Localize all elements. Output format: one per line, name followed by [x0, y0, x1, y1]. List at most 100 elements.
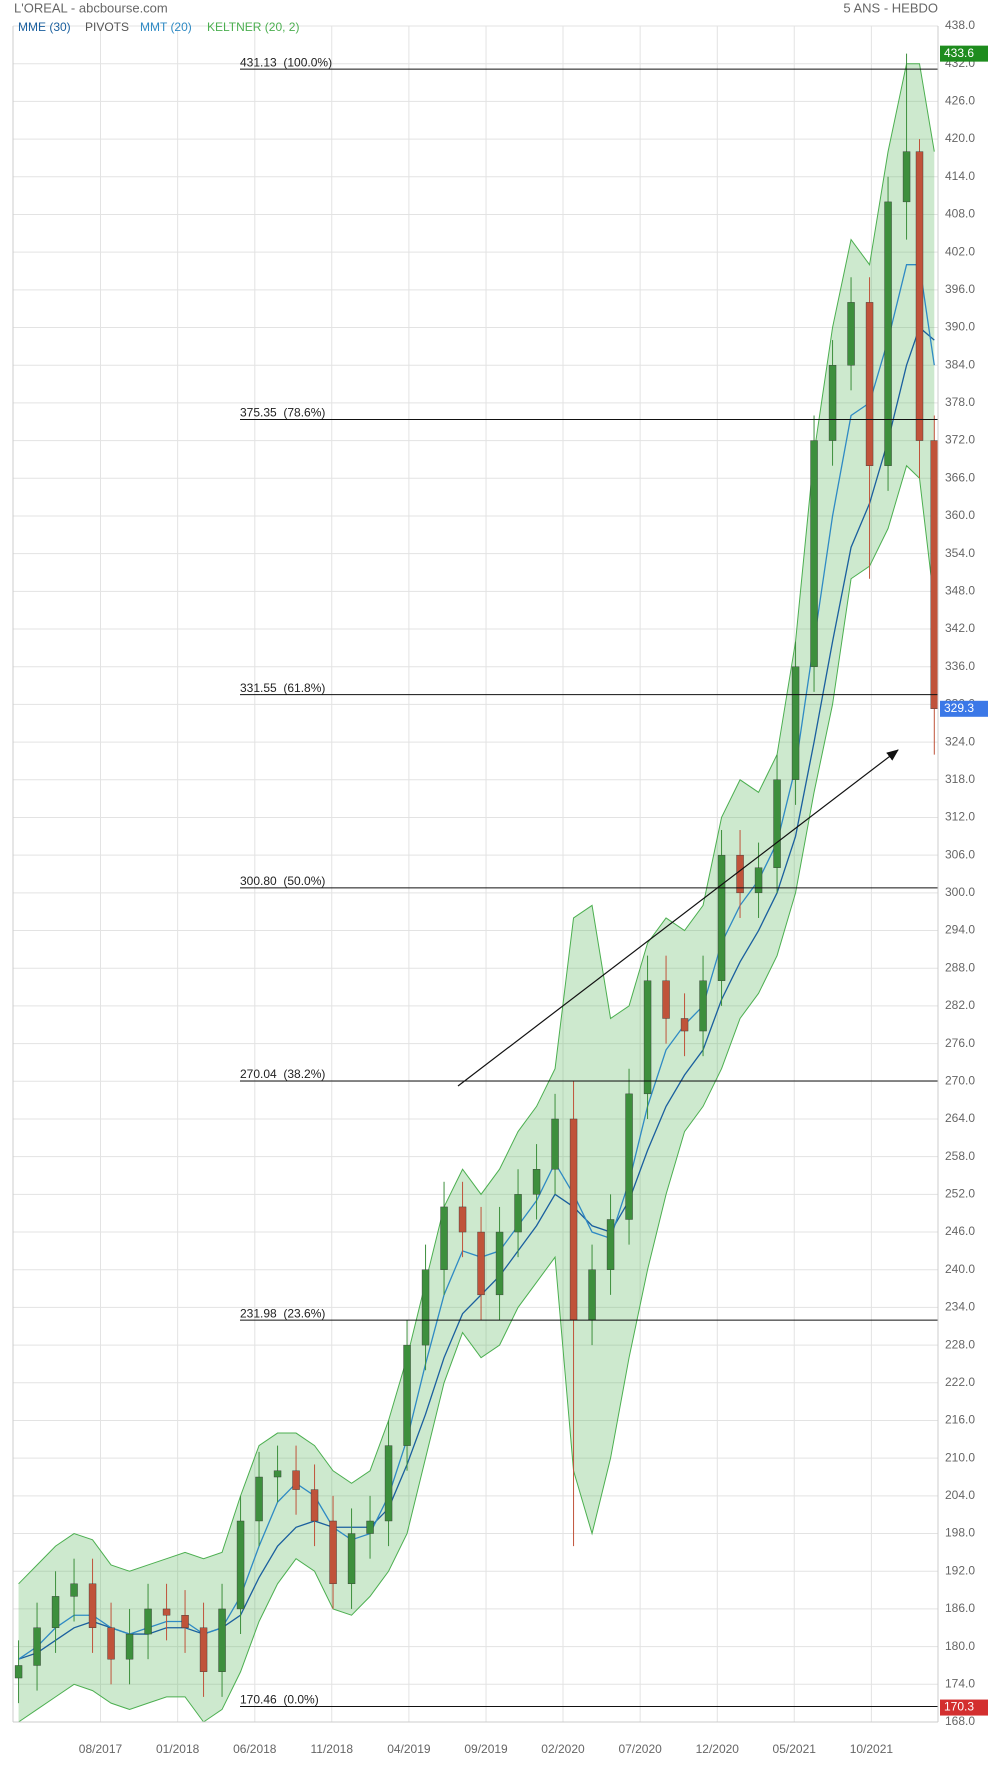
- y-tick-label: 300.0: [945, 885, 975, 899]
- fib-label: 270.04 (38.2%): [240, 1067, 325, 1081]
- y-tick-label: 180.0: [945, 1639, 975, 1653]
- y-tick-label: 324.0: [945, 734, 975, 748]
- candle-body: [773, 779, 781, 868]
- candle-body: [810, 440, 818, 667]
- y-tick-label: 210.0: [945, 1450, 975, 1464]
- fib-label: 331.55 (61.8%): [240, 681, 325, 695]
- candle-body: [70, 1583, 78, 1597]
- y-tick-label: 246.0: [945, 1224, 975, 1238]
- x-tick-label: 08/2017: [79, 1742, 123, 1756]
- trend-arrow: [457, 749, 899, 1087]
- candle-body: [181, 1615, 189, 1628]
- x-tick-label: 09/2019: [464, 1742, 508, 1756]
- fib-label: 170.46 (0.0%): [240, 1693, 319, 1707]
- candle-body: [532, 1169, 541, 1195]
- candle-body: [717, 854, 726, 981]
- page-title: L'OREAL - abcbourse.com: [14, 0, 168, 15]
- x-tick-label: 07/2020: [618, 1742, 662, 1756]
- candle-body: [884, 201, 892, 466]
- y-tick-label: 288.0: [945, 960, 975, 974]
- x-tick-label: 06/2018: [233, 1742, 277, 1756]
- y-tick-label: 216.0: [945, 1413, 975, 1427]
- candle-body: [828, 365, 837, 441]
- candle-body: [347, 1533, 356, 1585]
- candle-body: [588, 1269, 596, 1321]
- candle-body: [930, 440, 938, 709]
- candle-body: [699, 980, 707, 1032]
- candle-body: [199, 1627, 208, 1672]
- y-tick-label: 228.0: [945, 1337, 975, 1351]
- y-tick-label: 384.0: [945, 357, 975, 371]
- y-tick-label: 264.0: [945, 1111, 975, 1125]
- candle-body: [255, 1476, 263, 1522]
- price-tag-label: 433.6: [944, 46, 974, 60]
- legend-item: PIVOTS: [85, 20, 129, 34]
- y-tick-label: 240.0: [945, 1262, 975, 1276]
- fib-label: 431.13 (100.0%): [240, 55, 332, 69]
- y-tick-label: 234.0: [945, 1300, 975, 1314]
- y-tick-label: 348.0: [945, 584, 975, 598]
- y-tick-label: 360.0: [945, 508, 975, 522]
- candle-body: [421, 1269, 430, 1346]
- candle-body: [162, 1608, 171, 1616]
- price-tag-label: 170.3: [944, 1700, 974, 1714]
- candle-body: [33, 1627, 41, 1666]
- y-tick-label: 192.0: [945, 1563, 975, 1577]
- legend-item: KELTNER (20, 2): [207, 20, 299, 34]
- x-tick-label: 05/2021: [773, 1742, 817, 1756]
- price-tag-label: 329.3: [944, 701, 974, 715]
- y-tick-label: 354.0: [945, 546, 975, 560]
- keltner-fill: [18, 63, 935, 1723]
- candle-body: [643, 980, 652, 1095]
- fib-label: 375.35 (78.6%): [240, 406, 325, 420]
- y-tick-label: 276.0: [945, 1036, 975, 1050]
- candle-body: [847, 302, 855, 366]
- y-tick-label: 294.0: [945, 923, 975, 937]
- x-tick-label: 02/2020: [541, 1742, 585, 1756]
- y-tick-label: 378.0: [945, 395, 975, 409]
- y-tick-label: 174.0: [945, 1676, 975, 1690]
- candle-body: [14, 1665, 23, 1679]
- candle-body: [329, 1520, 337, 1585]
- y-tick-label: 252.0: [945, 1187, 975, 1201]
- legend-item: MMT (20): [140, 20, 192, 34]
- y-tick-label: 420.0: [945, 131, 975, 145]
- price-tag: [940, 700, 988, 717]
- candle-body: [625, 1093, 633, 1220]
- y-tick-label: 312.0: [945, 810, 975, 824]
- axes: 168.0 174.0 180.0 186.0 192.0 198.0 204.0 210.0…: [12, 18, 988, 1756]
- x-tick-label: 12/2020: [696, 1742, 740, 1756]
- y-tick-label: 372.0: [945, 433, 975, 447]
- candle-body: [403, 1344, 411, 1446]
- candle-body: [569, 1118, 578, 1321]
- candle-body: [273, 1470, 282, 1478]
- candle-body: [915, 151, 924, 441]
- y-tick-label: 186.0: [945, 1601, 975, 1615]
- y-tick-label: 198.0: [945, 1526, 975, 1540]
- y-tick-label: 222.0: [945, 1375, 975, 1389]
- y-tick-label: 168.0: [945, 1714, 975, 1728]
- fib-label: 231.98 (23.6%): [240, 1306, 325, 1320]
- candle-body: [458, 1206, 467, 1233]
- y-tick-label: 204.0: [945, 1488, 975, 1502]
- y-tick-label: 414.0: [945, 169, 975, 183]
- candle-body: [495, 1231, 504, 1296]
- price-tag: [940, 1699, 988, 1716]
- candle-body: [791, 666, 800, 780]
- period-label: 5 ANS - HEBDO: [843, 0, 938, 15]
- fib-layer: 431.13 (100.0%) 375.35 (78.6%) 331.55 (61.…: [240, 55, 938, 1708]
- y-tick-label: 336.0: [945, 659, 975, 673]
- candle-body: [236, 1520, 245, 1610]
- keltner-lower: [18, 464, 935, 1723]
- candle-body: [754, 867, 763, 894]
- candle-body: [606, 1219, 615, 1270]
- grid: [13, 25, 938, 1723]
- y-tick-label: 390.0: [945, 320, 975, 334]
- y-tick-label: 402.0: [945, 244, 975, 258]
- candle-body: [144, 1608, 152, 1635]
- y-tick-label: 408.0: [945, 207, 975, 221]
- candle-body: [865, 302, 874, 466]
- y-tick-label: 318.0: [945, 772, 975, 786]
